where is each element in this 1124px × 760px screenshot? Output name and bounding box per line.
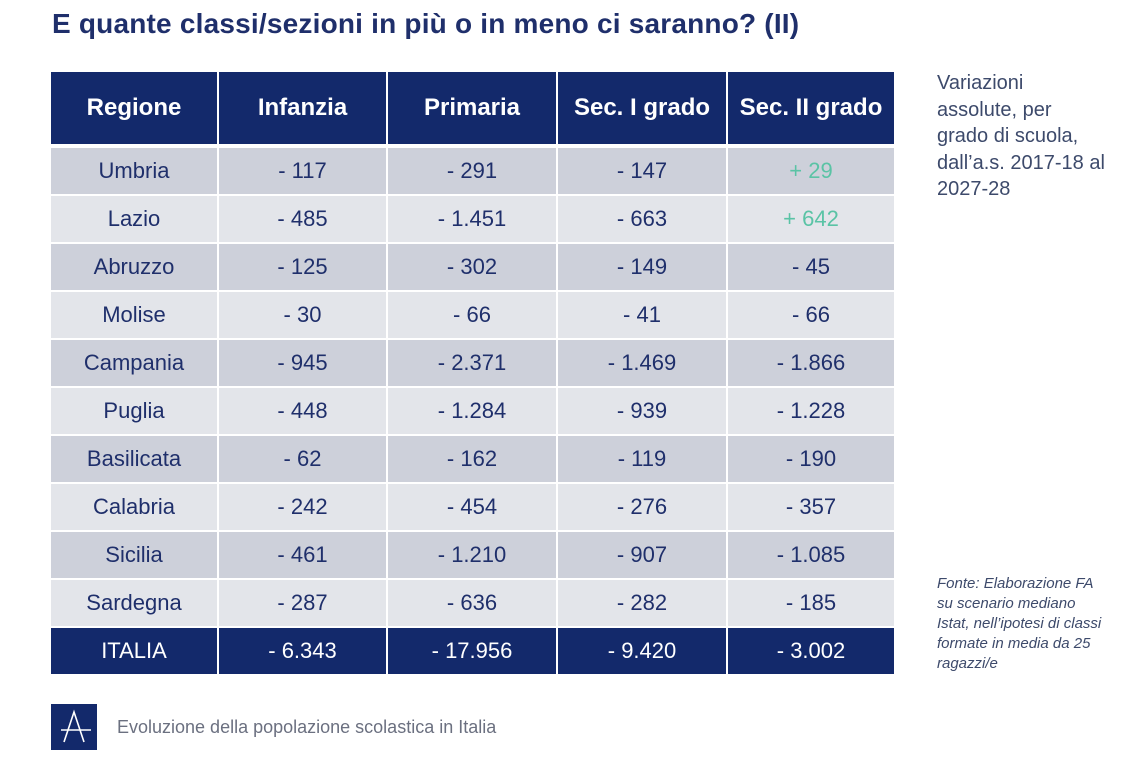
cell-primaria: - 162: [387, 435, 558, 484]
table-row: Molise - 30- 66- 41- 66: [51, 291, 894, 340]
cell-infanzia: - 30: [218, 291, 388, 340]
cell-infanzia: - 62: [218, 435, 388, 484]
table-row: Umbria - 117- 291- 147 + 29: [51, 146, 894, 196]
source-note: Fonte: Elaborazione FA su scenario media…: [937, 575, 1102, 672]
cell-sec-i-grado: - 282: [557, 579, 728, 628]
total-sec-ii-grado: - 3.002: [727, 627, 894, 674]
cell-sec-ii-grado: - 357: [727, 483, 894, 532]
cell-sec-ii-grado: - 1.866: [727, 339, 894, 388]
header-sec-ii-grado: Sec. II grado: [727, 72, 894, 148]
cell-infanzia: - 485: [218, 195, 388, 244]
cell-infanzia: - 448: [218, 387, 388, 436]
header-infanzia: Infanzia: [218, 72, 388, 148]
total-primaria: - 17.956: [387, 627, 558, 674]
cell-sec-ii-grado: - 190: [727, 435, 894, 484]
cell-primaria: - 302: [387, 243, 558, 292]
cell-infanzia: - 461: [218, 531, 388, 580]
cell-sec-i-grado: - 276: [557, 483, 728, 532]
header-sec-i-grado: Sec. I grado: [557, 72, 728, 148]
total-sec-i-grado: - 9.420: [557, 627, 728, 674]
total-regione: ITALIA: [51, 627, 219, 674]
cell-sec-ii-grado: - 185: [727, 579, 894, 628]
table-row: Calabria - 242- 454- 276- 357: [51, 483, 894, 532]
table-row: Campania - 945- 2.371- 1.469- 1.866: [51, 339, 894, 388]
cell-regione: Campania: [51, 339, 219, 388]
table-row: Sicilia - 461- 1.210- 907- 1.085: [51, 531, 894, 580]
cell-sec-ii-grado: + 29: [727, 146, 894, 196]
header-primaria: Primaria: [387, 72, 558, 148]
table-row: Basilicata - 62- 162- 119- 190: [51, 435, 894, 484]
cell-regione: Sicilia: [51, 531, 219, 580]
data-table: Regione Infanzia Primaria Sec. I grado S…: [51, 72, 894, 674]
cell-regione: Calabria: [51, 483, 219, 532]
cell-sec-ii-grado: + 642: [727, 195, 894, 244]
cell-infanzia: - 117: [218, 146, 388, 196]
cell-sec-i-grado: - 147: [557, 146, 728, 196]
header-regione: Regione: [51, 72, 219, 148]
cell-infanzia: - 242: [218, 483, 388, 532]
cell-sec-i-grado: - 663: [557, 195, 728, 244]
cell-primaria: - 454: [387, 483, 558, 532]
cell-primaria: - 66: [387, 291, 558, 340]
table-row: Puglia - 448- 1.284- 939- 1.228: [51, 387, 894, 436]
logo: [51, 704, 97, 750]
cell-regione: Molise: [51, 291, 219, 340]
cell-sec-ii-grado: - 1.085: [727, 531, 894, 580]
cell-sec-ii-grado: - 1.228: [727, 387, 894, 436]
cell-regione: Lazio: [51, 195, 219, 244]
cell-primaria: - 1.451: [387, 195, 558, 244]
cell-regione: Abruzzo: [51, 243, 219, 292]
cell-sec-i-grado: - 119: [557, 435, 728, 484]
cell-infanzia: - 945: [218, 339, 388, 388]
cell-sec-i-grado: - 907: [557, 531, 728, 580]
cell-primaria: - 1.210: [387, 531, 558, 580]
cell-sec-i-grado: - 41: [557, 291, 728, 340]
cell-sec-i-grado: - 1.469: [557, 339, 728, 388]
cell-sec-ii-grado: - 45: [727, 243, 894, 292]
table-header-row: Regione Infanzia Primaria Sec. I grado S…: [51, 72, 894, 148]
logo-a-icon: [61, 709, 91, 743]
cell-sec-ii-grado: - 66: [727, 291, 894, 340]
table-row: Sardegna - 287- 636- 282- 185: [51, 579, 894, 628]
cell-sec-i-grado: - 149: [557, 243, 728, 292]
cell-infanzia: - 125: [218, 243, 388, 292]
cell-primaria: - 1.284: [387, 387, 558, 436]
cell-regione: Basilicata: [51, 435, 219, 484]
cell-infanzia: - 287: [218, 579, 388, 628]
cell-regione: Umbria: [51, 146, 219, 196]
footer-text: Evoluzione della popolazione scolastica …: [117, 717, 497, 737]
cell-sec-i-grado: - 939: [557, 387, 728, 436]
table-row: Lazio - 485- 1.451- 663 + 642: [51, 195, 894, 244]
page-title: E quante classi/sezioni in più o in meno…: [52, 8, 800, 39]
total-infanzia: - 6.343: [218, 627, 388, 674]
cell-primaria: - 636: [387, 579, 558, 628]
cell-primaria: - 2.371: [387, 339, 558, 388]
cell-regione: Sardegna: [51, 579, 219, 628]
cell-regione: Puglia: [51, 387, 219, 436]
table-row: Abruzzo - 125- 302- 149- 45: [51, 243, 894, 292]
cell-primaria: - 291: [387, 146, 558, 196]
chart-note: Variazioni assolute, per grado di scuola…: [937, 72, 1105, 200]
table-total-row: ITALIA - 6.343- 17.956- 9.420- 3.002: [51, 627, 894, 674]
